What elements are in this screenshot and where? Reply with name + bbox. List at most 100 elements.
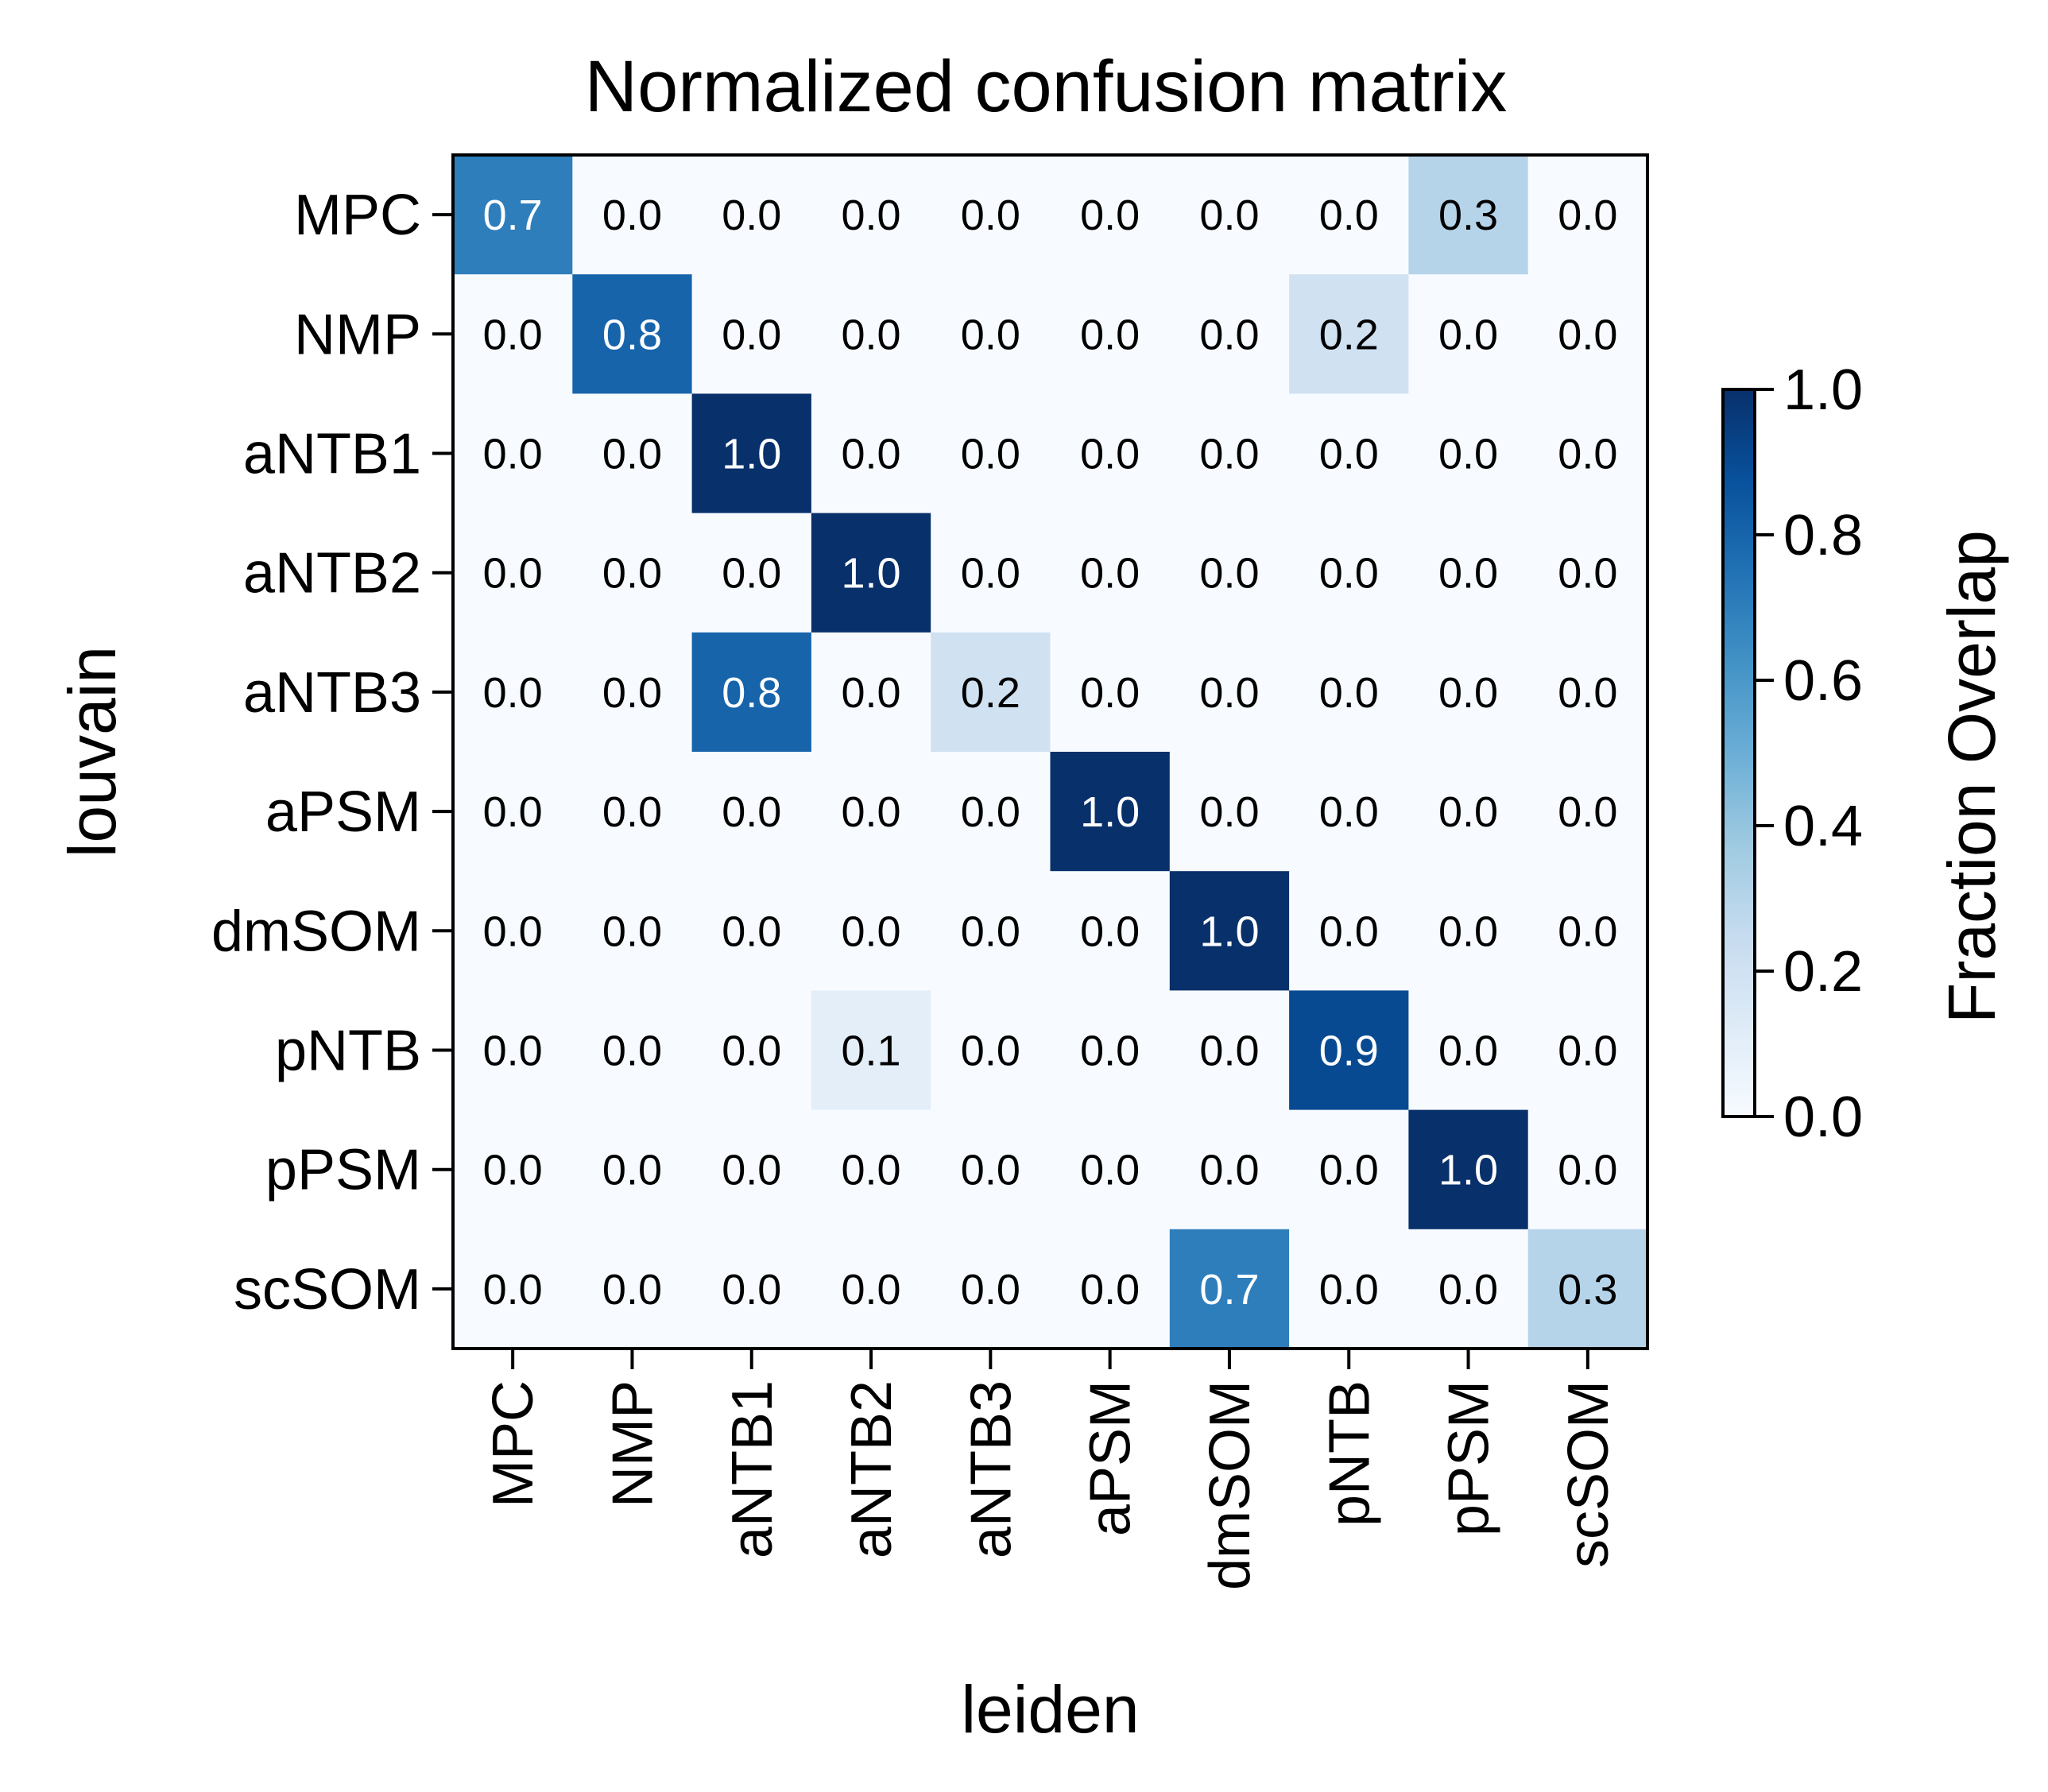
heatmap-cell — [691, 1109, 812, 1230]
cell-value-label: 1.0 — [1438, 1147, 1498, 1194]
heatmap-cell — [1050, 155, 1171, 275]
heatmap-cell — [1289, 990, 1409, 1111]
cell-value-label: 0.0 — [842, 1266, 901, 1314]
cell-value-label: 0.0 — [1080, 550, 1140, 598]
heatmap-cell — [1050, 871, 1171, 991]
heatmap-cell — [931, 1229, 1051, 1349]
cell-value-label: 0.0 — [602, 788, 662, 836]
heatmap-cell — [453, 632, 573, 753]
cell-value-label: 0.0 — [1438, 550, 1498, 598]
heatmap-cell — [1169, 393, 1290, 514]
cell-value-label: 0.3 — [1438, 192, 1498, 239]
heatmap-cell — [1169, 752, 1290, 872]
heatmap-cell — [572, 752, 693, 872]
y-tick-label: aNTB1 — [243, 423, 421, 486]
cell-value-label: 0.0 — [842, 431, 901, 478]
cell-value-label: 0.0 — [842, 311, 901, 358]
plot-frame — [451, 153, 1649, 1350]
heatmap-cell — [931, 274, 1051, 394]
x-tick-label: MPC — [482, 1380, 545, 1508]
x-tick-label: dmSOM — [1198, 1380, 1262, 1590]
x-axis-ticks: MPC NMP aNTB1 aNTB2 aNTB3 aPSM dmSOM pNTB pPSM sc… — [482, 1349, 1620, 1590]
heatmap-cell — [1169, 990, 1290, 1111]
heatmap-cell — [572, 632, 693, 753]
heatmap-cell — [811, 155, 931, 275]
cell-value-label: 0.0 — [961, 1266, 1020, 1314]
cell-value-label: 0.0 — [1319, 788, 1379, 836]
cell-value-label: 0.0 — [1080, 669, 1140, 717]
heatmap-cell — [1408, 155, 1529, 275]
cell-value-label: 0.0 — [1558, 311, 1617, 358]
heatmap-cell — [811, 274, 931, 394]
heatmap-cell — [931, 155, 1051, 275]
heatmap-cell — [1169, 1229, 1290, 1349]
heatmap-cell — [1527, 632, 1648, 753]
cell-value-label: 0.9 — [1319, 1028, 1379, 1075]
heatmap-cell — [1169, 632, 1290, 753]
cell-value-label: 1.0 — [722, 431, 781, 478]
heatmap-cell — [1527, 155, 1648, 275]
cell-value-label: 0.0 — [722, 788, 781, 836]
heatmap-cell — [1527, 513, 1648, 633]
heatmap-cell — [453, 1109, 573, 1230]
heatmap-cell — [811, 393, 931, 514]
cell-value-label: 0.0 — [1558, 1147, 1617, 1194]
cell-value-label: 0.7 — [1199, 1266, 1259, 1314]
heatmap-cell — [572, 155, 693, 275]
y-tick-label: pPSM — [265, 1139, 421, 1202]
heatmap-cell — [811, 752, 931, 872]
cell-value-label: 0.0 — [1558, 192, 1617, 239]
cell-value-label: 0.0 — [1438, 908, 1498, 955]
y-tick-label: scSOM — [234, 1258, 421, 1322]
heatmap-cell — [811, 990, 931, 1111]
cell-value-label: 0.0 — [1080, 908, 1140, 955]
heatmap-cell — [1289, 871, 1409, 991]
cell-value-label: 0.0 — [1438, 669, 1498, 717]
cell-value-label: 0.0 — [483, 311, 543, 358]
heatmap-cell — [1169, 274, 1290, 394]
cell-value-label: 0.0 — [1558, 908, 1617, 955]
cell-value-label: 0.0 — [1438, 788, 1498, 836]
cell-value-label: 0.0 — [961, 788, 1020, 836]
heatmap-cell — [572, 1229, 693, 1349]
cell-value-label: 0.0 — [1319, 669, 1379, 717]
x-tick-label: pNTB — [1318, 1380, 1381, 1527]
cell-value-label: 0.8 — [602, 311, 662, 358]
cell-value-label: 0.0 — [1438, 431, 1498, 478]
cell-value-label: 0.0 — [1438, 311, 1498, 358]
y-axis-ticks: MPC NMP aNTB1 aNTB2 aNTB3 aPSM dmSOM pNTB pPSM sc… — [211, 184, 453, 1322]
heatmap-cell — [691, 393, 812, 514]
y-tick-label: aNTB2 — [243, 542, 421, 606]
cell-value-label: 0.0 — [1080, 1147, 1140, 1194]
colorbar-ticks: 0.0 0.2 0.4 0.6 0.8 1.0 — [1755, 358, 1863, 1149]
heatmap-cell — [931, 990, 1051, 1111]
heatmap-cell — [1289, 155, 1409, 275]
heatmap-cell — [811, 513, 931, 633]
heatmap-cell — [1169, 1109, 1290, 1230]
cell-value-label: 0.0 — [722, 1266, 781, 1314]
heatmap-cell — [811, 1229, 931, 1349]
cell-value-label: 0.0 — [602, 669, 662, 717]
cell-value-label: 0.0 — [1199, 311, 1259, 358]
cell-value-label: 0.0 — [1558, 550, 1617, 598]
y-tick-label: pNTB — [275, 1020, 421, 1083]
heatmap-cell — [931, 513, 1051, 633]
heatmap-cell — [931, 752, 1051, 872]
colorbar-tick-label: 1.0 — [1783, 358, 1863, 422]
colorbar-label: Fraction Overlap — [1934, 530, 2009, 1024]
heatmap-cell — [453, 752, 573, 872]
cell-value-label: 0.0 — [722, 192, 781, 239]
heatmap-cell — [453, 393, 573, 514]
cell-value-label: 0.0 — [842, 788, 901, 836]
cell-value-label: 0.0 — [1199, 788, 1259, 836]
heatmap-cell — [572, 990, 693, 1111]
heatmap-cell — [1050, 393, 1171, 514]
cell-value-label: 0.3 — [1558, 1266, 1617, 1314]
cell-value-label: 0.0 — [1558, 431, 1617, 478]
x-tick-label: aNTB3 — [959, 1380, 1023, 1558]
heatmap-cell — [1050, 990, 1171, 1111]
cell-value-label: 0.0 — [842, 1147, 901, 1194]
cell-value-label: 0.0 — [1199, 669, 1259, 717]
heatmap-cell — [453, 871, 573, 991]
cell-value-label: 0.0 — [722, 1028, 781, 1075]
